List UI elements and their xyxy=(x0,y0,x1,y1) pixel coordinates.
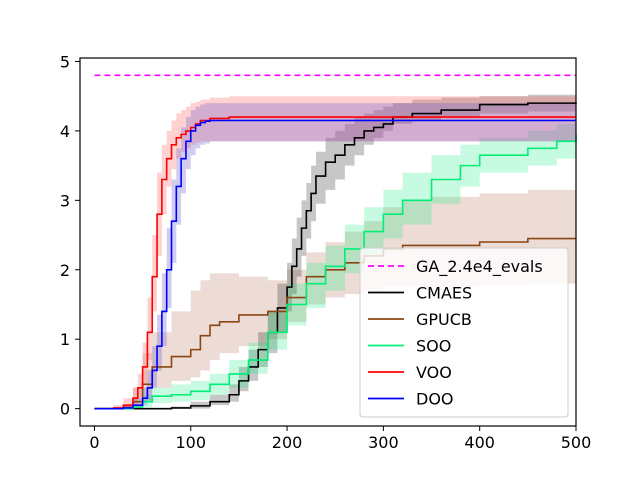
legend-label-soo: SOO xyxy=(416,337,451,356)
series-line-soo xyxy=(94,134,577,410)
legend: GA_2.4e4_evals CMAES GPUCB SOO VOO DOO xyxy=(359,247,569,418)
y-tick-label: 5 xyxy=(60,52,70,71)
series-line-doo xyxy=(94,119,576,410)
y-tick-label: 4 xyxy=(60,122,70,141)
x-tick-label: 100 xyxy=(175,433,206,452)
legend-box xyxy=(359,247,569,418)
band-gpucb xyxy=(94,189,577,409)
x-tick-label: 0 xyxy=(89,433,99,452)
plot-area-frame xyxy=(79,57,577,427)
x-tick-label: 300 xyxy=(368,433,399,452)
legend-label-voo: VOO xyxy=(416,363,452,382)
x-axis-ticks: 0 100 200 300 400 500 xyxy=(89,426,591,452)
legend-label-doo: DOO xyxy=(416,390,454,409)
y-tick-label: 3 xyxy=(60,191,70,210)
y-tick-label: 0 xyxy=(60,400,70,419)
x-tick-label: 400 xyxy=(464,433,495,452)
legend-label-cmaes: CMAES xyxy=(416,284,472,303)
band-soo xyxy=(94,120,577,409)
y-axis-ticks: 0 1 2 3 4 5 xyxy=(60,52,80,419)
x-tick-label: 200 xyxy=(272,433,303,452)
band-doo xyxy=(94,103,577,409)
x-tick-label: 500 xyxy=(561,433,592,452)
y-tick-label: 2 xyxy=(60,261,70,280)
y-tick-label: 1 xyxy=(60,330,70,349)
legend-label-gpucb: GPUCB xyxy=(416,310,472,329)
legend-label-ga-2-4e4-evals: GA_2.4e4_evals xyxy=(416,257,543,277)
